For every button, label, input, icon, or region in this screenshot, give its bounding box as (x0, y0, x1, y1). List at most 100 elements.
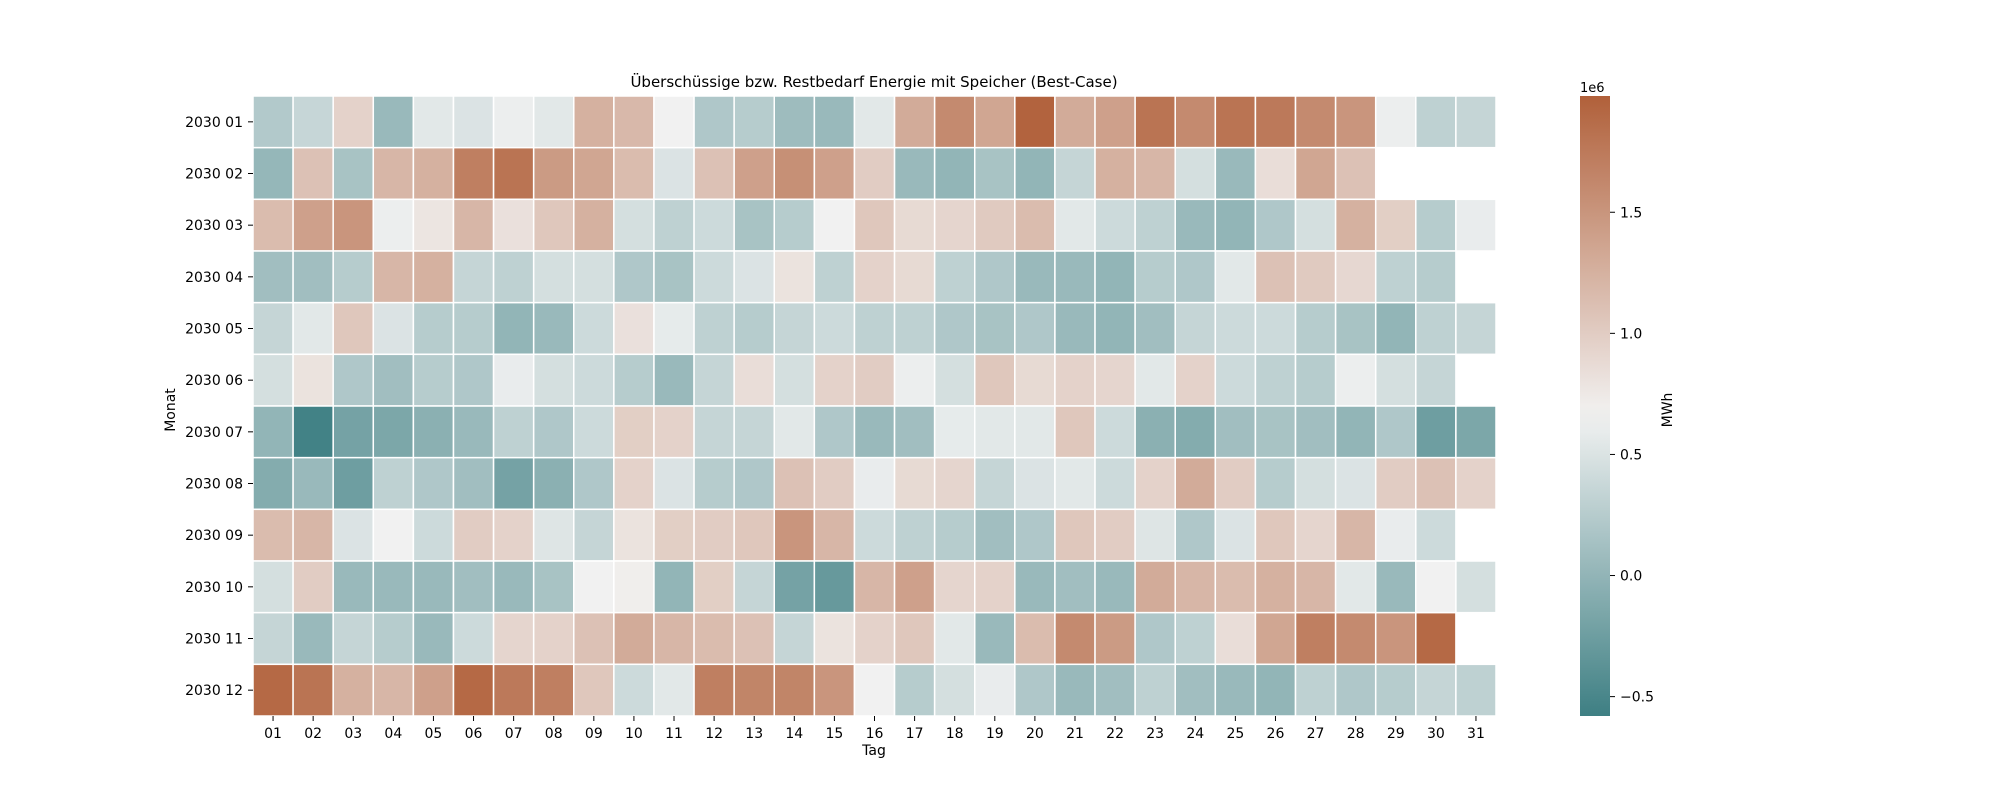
heatmap-cell (1374, 301, 1417, 356)
heatmap-cell (1214, 560, 1257, 614)
heatmap-cell (332, 508, 375, 562)
heatmap-cell (292, 508, 334, 562)
heatmap-cell (492, 456, 535, 511)
heatmap-cell (492, 146, 535, 201)
heatmap-cell (973, 353, 1016, 407)
heatmap-cell (973, 560, 1016, 614)
heatmap-cell (1214, 611, 1257, 666)
heatmap-cell (813, 301, 856, 356)
colorbar-label: MWh (1660, 393, 1676, 428)
heatmap-cell (492, 611, 535, 666)
heatmap-cell (613, 611, 655, 666)
heatmap-cell (452, 611, 495, 666)
y-tick-label: 2030 05 (185, 322, 243, 338)
heatmap-cell (1334, 663, 1377, 717)
heatmap-cell (693, 95, 735, 149)
heatmap-cell (1054, 663, 1096, 717)
heatmap-cell (733, 95, 776, 149)
heatmap-cell (1134, 560, 1176, 614)
heatmap-cell (1214, 250, 1257, 304)
heatmap-cell (693, 405, 735, 459)
heatmap-cell (1374, 353, 1417, 407)
heatmap-cell (1294, 353, 1337, 407)
heatmap-cell (332, 611, 375, 666)
heatmap-cell (1174, 456, 1217, 511)
heatmap-cell (1214, 508, 1257, 562)
heatmap-cell (1374, 560, 1417, 614)
heatmap-cell (573, 250, 615, 304)
heatmap-cell (973, 146, 1016, 201)
heatmap-cell (1415, 508, 1457, 562)
heatmap-cell (853, 146, 896, 201)
heatmap-cell (1254, 353, 1297, 407)
heatmap-cell (973, 508, 1016, 562)
heatmap-cell (1054, 611, 1096, 666)
heatmap-cell (1254, 560, 1297, 614)
heatmap-cell (1094, 611, 1136, 666)
heatmap-cell (893, 560, 936, 614)
heatmap-cell (613, 250, 655, 304)
heatmap-cell (813, 508, 856, 562)
heatmap-cell (1294, 301, 1337, 356)
heatmap-cell (1455, 95, 1497, 149)
heatmap-cell (252, 95, 294, 149)
x-tick-label: 02 (304, 726, 322, 742)
heatmap-cell (773, 353, 816, 407)
y-tick-label: 2030 10 (185, 580, 243, 596)
heatmap-cell (933, 301, 976, 356)
heatmap-cell (332, 405, 375, 459)
heatmap-cell (1254, 198, 1297, 252)
heatmap-cell (613, 198, 655, 252)
heatmap-cell (933, 560, 976, 614)
colorbar-tick-label: 1.0 (1620, 326, 1642, 342)
heatmap-cell (573, 560, 615, 614)
heatmap-cell (292, 250, 334, 304)
heatmap-cell (1094, 198, 1136, 252)
heatmap-cell (773, 611, 816, 666)
heatmap-cell (252, 250, 294, 304)
heatmap-cell (1374, 611, 1417, 666)
heatmap-cell (1134, 95, 1176, 149)
heatmap-cell (853, 663, 896, 717)
heatmap-cell (372, 353, 415, 407)
heatmap-cell (813, 456, 856, 511)
heatmap-cell (693, 456, 735, 511)
heatmap-cell (532, 456, 575, 511)
heatmap-cell (773, 146, 816, 201)
heatmap-cell (773, 405, 816, 459)
heatmap-cell (1214, 301, 1257, 356)
heatmap-cell (1294, 198, 1337, 252)
heatmap-cell (1174, 405, 1217, 459)
heatmap-cell (933, 95, 976, 149)
heatmap-cell (1094, 353, 1136, 407)
heatmap-cell (332, 146, 375, 201)
heatmap-cell (653, 95, 695, 149)
heatmap-cell (492, 560, 535, 614)
heatmap-cell (613, 560, 655, 614)
heatmap-cell (412, 146, 455, 201)
heatmap-cell (733, 250, 776, 304)
heatmap-cell (1455, 405, 1497, 459)
x-tick-labels: 01 02 03 04 05 06 07 08 09 10 11 12 13 14 15 16 17 18 19 20… (264, 716, 1485, 742)
heatmap-cell (653, 353, 695, 407)
heatmap-cell (492, 405, 535, 459)
heatmap-cell (1214, 198, 1257, 252)
x-tick-label: 07 (505, 726, 523, 742)
heatmap-cell (492, 353, 535, 407)
heatmap-cell (252, 198, 294, 252)
heatmap-cell (532, 146, 575, 201)
heatmap-cell (653, 301, 695, 356)
heatmap-cell (452, 198, 495, 252)
heatmap-cell (1294, 405, 1337, 459)
heatmap-cell (452, 353, 495, 407)
heatmap-cell (573, 405, 615, 459)
heatmap-cell (973, 456, 1016, 511)
heatmap-cell (693, 146, 735, 201)
heatmap-cell (693, 611, 735, 666)
x-tick-label: 17 (906, 726, 924, 742)
heatmap-cell (1054, 560, 1096, 614)
heatmap-cell (292, 405, 334, 459)
y-tick-label: 2030 08 (185, 477, 243, 493)
heatmap-cell (1254, 146, 1297, 201)
heatmap-cell (1014, 663, 1056, 717)
